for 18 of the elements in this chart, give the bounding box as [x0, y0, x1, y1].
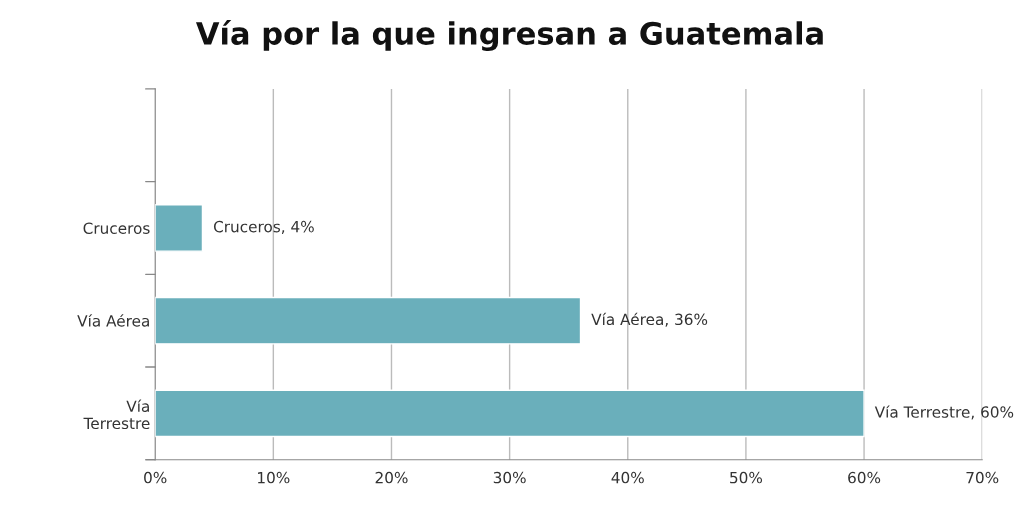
x-tick-label: 60%	[848, 471, 881, 484]
x-tick-label: 70%	[966, 471, 999, 484]
x-tick-label: 10%	[258, 471, 290, 484]
data-label: Vía Aérea, 36%	[591, 312, 708, 327]
x-tick-label: 0%	[144, 471, 167, 484]
bar	[155, 389, 865, 438]
x-tick-label: 30%	[493, 471, 526, 484]
bar	[155, 204, 204, 252]
x-tick-label: 40%	[611, 471, 644, 484]
chart-title: Vía por la que ingresan a Guatemala	[195, 20, 823, 52]
x-tick-label: 50%	[730, 471, 763, 484]
data-label: Cruceros, 4%	[213, 220, 314, 234]
bar	[155, 296, 582, 345]
x-tick-label: 20%	[375, 471, 408, 484]
y-tick-label: Cruceros	[83, 222, 150, 234]
y-tick-label: Vía Aérea	[77, 314, 149, 327]
data-label: Vía Terrestre, 60%	[874, 405, 1014, 420]
y-tick-label: Vía Terrestre	[83, 399, 150, 430]
